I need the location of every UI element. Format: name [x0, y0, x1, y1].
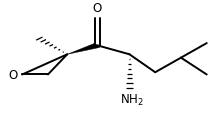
Text: NH$_2$: NH$_2$	[120, 92, 143, 108]
Text: O: O	[9, 69, 18, 82]
Text: O: O	[93, 2, 102, 15]
Polygon shape	[67, 43, 100, 54]
